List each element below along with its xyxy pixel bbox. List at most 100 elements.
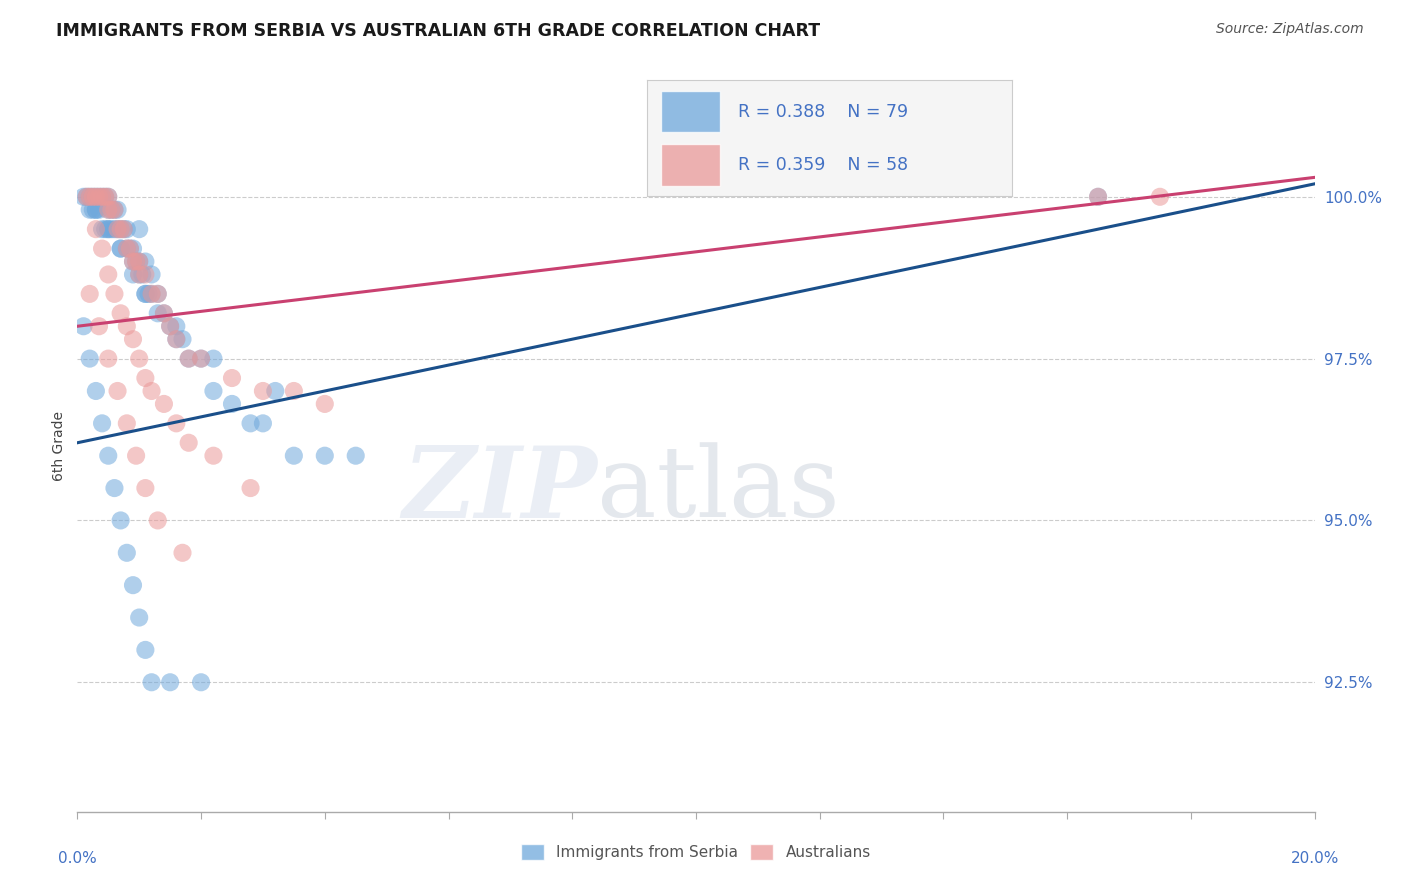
Point — [84, 202, 107, 217]
Point — [190, 351, 212, 366]
Point — [141, 675, 163, 690]
Point — [165, 417, 187, 431]
Point — [84, 190, 107, 204]
Point — [141, 286, 163, 301]
Point — [177, 351, 200, 366]
Point — [115, 417, 138, 431]
Point — [125, 254, 148, 268]
Point — [202, 449, 225, 463]
Point — [314, 449, 336, 463]
Legend: Immigrants from Serbia, Australians: Immigrants from Serbia, Australians — [515, 838, 877, 866]
Point — [177, 435, 200, 450]
Point — [91, 417, 114, 431]
Point — [115, 222, 138, 236]
Point — [165, 332, 187, 346]
Point — [172, 546, 194, 560]
Point — [344, 449, 367, 463]
Point — [134, 371, 156, 385]
Point — [153, 306, 176, 320]
Text: IMMIGRANTS FROM SERBIA VS AUSTRALIAN 6TH GRADE CORRELATION CHART: IMMIGRANTS FROM SERBIA VS AUSTRALIAN 6TH… — [56, 22, 820, 40]
Point — [159, 675, 181, 690]
Point — [115, 242, 138, 256]
Point — [159, 319, 181, 334]
Point — [84, 222, 107, 236]
Point — [122, 268, 145, 282]
Point — [165, 332, 187, 346]
Point — [115, 242, 138, 256]
Point — [165, 319, 187, 334]
Point — [103, 202, 125, 217]
Point — [134, 481, 156, 495]
Point — [134, 254, 156, 268]
Point — [314, 397, 336, 411]
Point — [87, 319, 110, 334]
FancyBboxPatch shape — [661, 91, 720, 132]
Point — [141, 286, 163, 301]
Point — [79, 202, 101, 217]
Text: ZIP: ZIP — [402, 442, 598, 538]
Point — [87, 190, 110, 204]
Point — [82, 190, 104, 204]
Point — [94, 190, 117, 204]
Point — [128, 268, 150, 282]
Point — [138, 286, 160, 301]
Point — [91, 190, 114, 204]
Point — [221, 371, 243, 385]
Point — [172, 332, 194, 346]
Point — [97, 190, 120, 204]
Point — [1087, 190, 1109, 204]
Point — [107, 222, 129, 236]
Point — [128, 254, 150, 268]
Point — [103, 222, 125, 236]
Point — [177, 351, 200, 366]
Point — [125, 254, 148, 268]
Point — [97, 351, 120, 366]
Point — [76, 190, 98, 204]
Point — [107, 384, 129, 398]
Point — [97, 202, 120, 217]
Point — [84, 190, 107, 204]
Point — [110, 242, 132, 256]
Point — [128, 351, 150, 366]
Point — [110, 306, 132, 320]
Point — [79, 286, 101, 301]
Text: R = 0.388    N = 79: R = 0.388 N = 79 — [738, 103, 908, 120]
Point — [159, 319, 181, 334]
Point — [125, 449, 148, 463]
Point — [190, 675, 212, 690]
Point — [87, 202, 110, 217]
Point — [103, 286, 125, 301]
Point — [79, 190, 101, 204]
Point — [112, 222, 135, 236]
Point — [107, 202, 129, 217]
Point — [146, 513, 169, 527]
Point — [122, 242, 145, 256]
Point — [221, 397, 243, 411]
Y-axis label: 6th Grade: 6th Grade — [52, 411, 66, 481]
Point — [97, 190, 120, 204]
Point — [202, 351, 225, 366]
Point — [91, 242, 114, 256]
Point — [97, 202, 120, 217]
Point — [134, 268, 156, 282]
Text: Source: ZipAtlas.com: Source: ZipAtlas.com — [1216, 22, 1364, 37]
Point — [82, 190, 104, 204]
Point — [134, 286, 156, 301]
Point — [252, 384, 274, 398]
Point — [128, 254, 150, 268]
Point — [110, 513, 132, 527]
Point — [97, 268, 120, 282]
Point — [264, 384, 287, 398]
Text: R = 0.359    N = 58: R = 0.359 N = 58 — [738, 156, 908, 174]
Point — [76, 190, 98, 204]
Point — [97, 222, 120, 236]
Point — [153, 397, 176, 411]
Point — [115, 319, 138, 334]
FancyBboxPatch shape — [661, 144, 720, 186]
Point — [134, 643, 156, 657]
Point — [146, 306, 169, 320]
Point — [103, 202, 125, 217]
Point — [122, 254, 145, 268]
Point — [239, 417, 262, 431]
Point — [91, 222, 114, 236]
